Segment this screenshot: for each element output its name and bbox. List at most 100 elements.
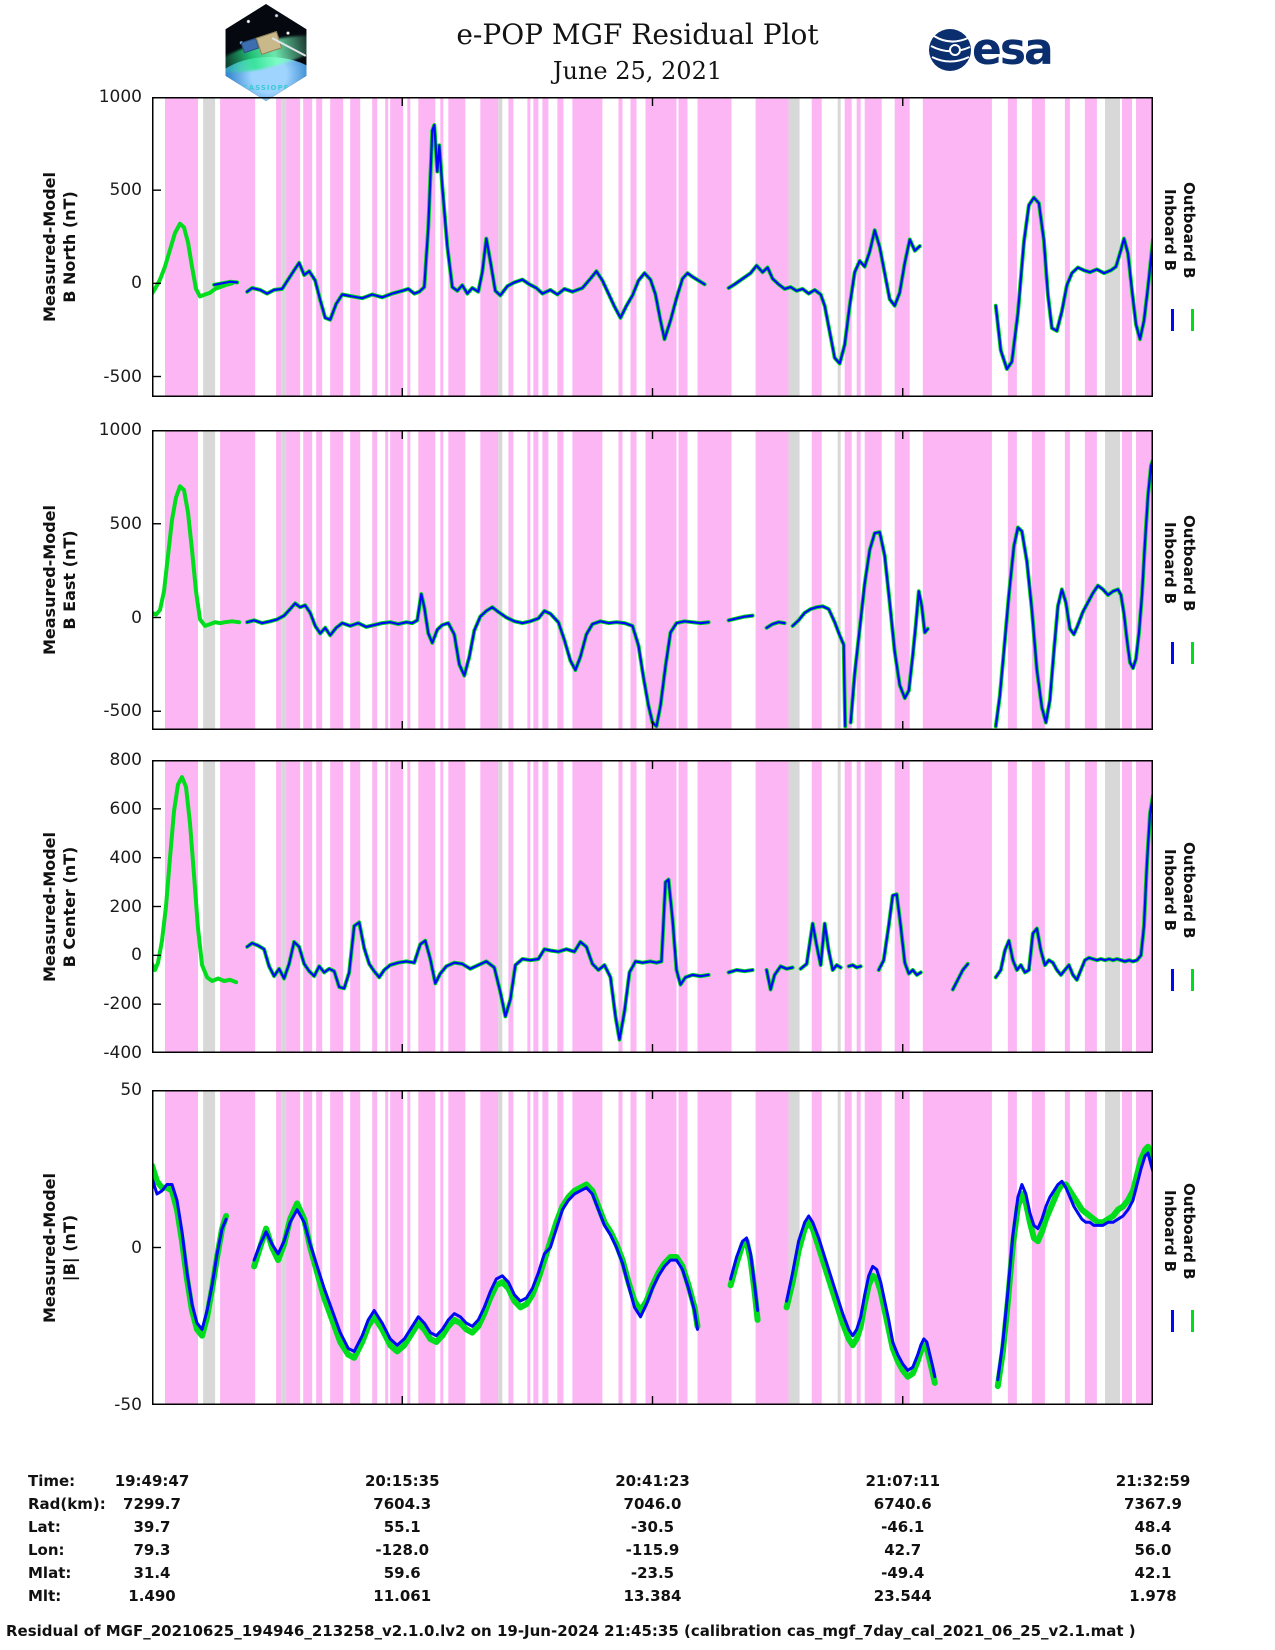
inboard-b-trace [727,229,921,365]
table-cell: 42.1 [1134,1564,1172,1582]
shaded-band-pink [1064,760,1070,1053]
shaded-band-gray [498,1090,503,1405]
shaded-band-pink [448,1090,466,1405]
y-tick-label: 500 [109,513,142,534]
shaded-band-pink [390,430,404,730]
shaded-band-pink [533,430,539,730]
shaded-band-gray [1105,1090,1120,1405]
shaded-band-pink [630,97,637,397]
shaded-band-pink [572,1090,603,1405]
shaded-band-pink [630,760,637,1053]
shaded-band-pink [372,430,378,730]
shaded-band-pink [480,760,499,1053]
shaded-band-pink [418,760,436,1053]
y-tick-label: 0 [131,945,142,966]
shaded-band-pink [350,97,361,397]
shaded-band-pink [645,430,677,730]
table-cell: -46.1 [881,1518,925,1536]
shaded-band-pink [856,760,861,1053]
shaded-band-pink [276,760,282,1053]
shaded-band-pink [440,1090,444,1405]
y-tick-label: 0 [131,607,142,628]
outboard-b-trace [994,1143,1153,1390]
table-cell: -115.9 [625,1541,680,1559]
shaded-band-pink [286,430,301,730]
y-tick-label: 500 [109,180,142,201]
legend-outboard-label: Outboard B [1180,515,1198,612]
shaded-band-pink [645,1090,677,1405]
shaded-band-pink [542,97,549,397]
inboard-b-trace [994,794,1153,981]
table-cell: 55.1 [383,1518,421,1536]
title-block: e-POP MGF Residual Plot June 25, 2021 [0,18,1275,85]
table-cell: 7367.9 [1124,1495,1182,1513]
table-cell: -23.5 [630,1564,675,1582]
inboard-b-trace [727,968,754,974]
legend-inboard-line-sample [1171,1309,1174,1332]
legend-outboard-line-sample [1191,309,1194,331]
inboard-b-trace [252,1186,699,1353]
shaded-band-pink [922,1090,992,1405]
plot-frame [152,1090,1153,1405]
shaded-band-pink [1031,1090,1045,1405]
shaded-band-pink [697,760,732,1053]
shaded-band-pink [572,430,603,730]
table-cell: -30.5 [630,1518,675,1536]
shaded-band-pink [303,430,313,730]
legend-outboard-label: Outboard B [1180,841,1198,939]
table-cell: 7046.0 [623,1495,682,1513]
shaded-band-gray [498,97,503,397]
shaded-band-pink [350,1090,361,1405]
plot-area-panel-2 [152,430,1153,730]
shaded-band-pink [755,760,789,1053]
legend-outboard-line-sample [1191,642,1194,664]
shaded-band-pink [390,97,404,397]
shaded-band-pink [385,760,389,1053]
inboard-b-trace [994,196,1153,371]
shaded-band-pink [390,1090,404,1405]
table-cell: 13.384 [623,1587,682,1605]
shaded-band-pink [330,97,344,397]
esa-globe-icon [929,29,971,71]
table-row-label: Time: [28,1472,76,1490]
shaded-band-gray [837,760,841,1053]
table-row-label: Mlat: [28,1564,72,1582]
shaded-band-pink [316,760,323,1053]
legend-inboard-line-sample [1171,642,1174,664]
y-axis-label-panel-1: Measured-Model B North (nT) [40,171,79,323]
shaded-band-pink [755,430,789,730]
outboard-b-trace [783,1219,938,1386]
shaded-band-pink [533,760,539,1053]
shaded-band-pink [922,760,992,1053]
y-tick-label: -400 [103,1043,142,1063]
shaded-band-gray [203,760,216,1053]
inboard-b-trace [791,605,847,728]
inboard-b-trace [996,1151,1153,1382]
shaded-band-pink [330,430,344,730]
shaded-band-pink [678,1090,688,1405]
shaded-band-pink [508,760,514,1053]
shaded-band-pink [1031,760,1045,1053]
shaded-band-pink [755,97,789,397]
shaded-band-pink [276,97,282,397]
inboard-b-trace [729,1236,760,1312]
table-cell: -49.4 [881,1564,925,1582]
plot-area-panel-4 [152,1090,1153,1405]
esa-wordmark: esa [972,24,1054,75]
table-cell: 7299.7 [123,1495,181,1513]
shaded-band-pink [350,430,361,730]
table-cell: 59.6 [383,1564,421,1582]
shaded-band-pink [1064,1090,1070,1405]
shaded-band-pink [527,1090,531,1405]
table-cell: 21:07:11 [865,1472,941,1490]
shaded-band-gray [498,760,503,1053]
shaded-band-gray [203,430,216,730]
shaded-band-pink [856,1090,861,1405]
shaded-band-gray [498,430,503,730]
table-cell: 23.544 [873,1587,932,1605]
inboard-b-trace [951,962,969,991]
shaded-band-pink [385,97,389,397]
legend-outboard-label: Outboard B [1180,182,1198,279]
table-cell: 31.4 [133,1564,171,1582]
y-tick-label: 400 [109,847,142,868]
